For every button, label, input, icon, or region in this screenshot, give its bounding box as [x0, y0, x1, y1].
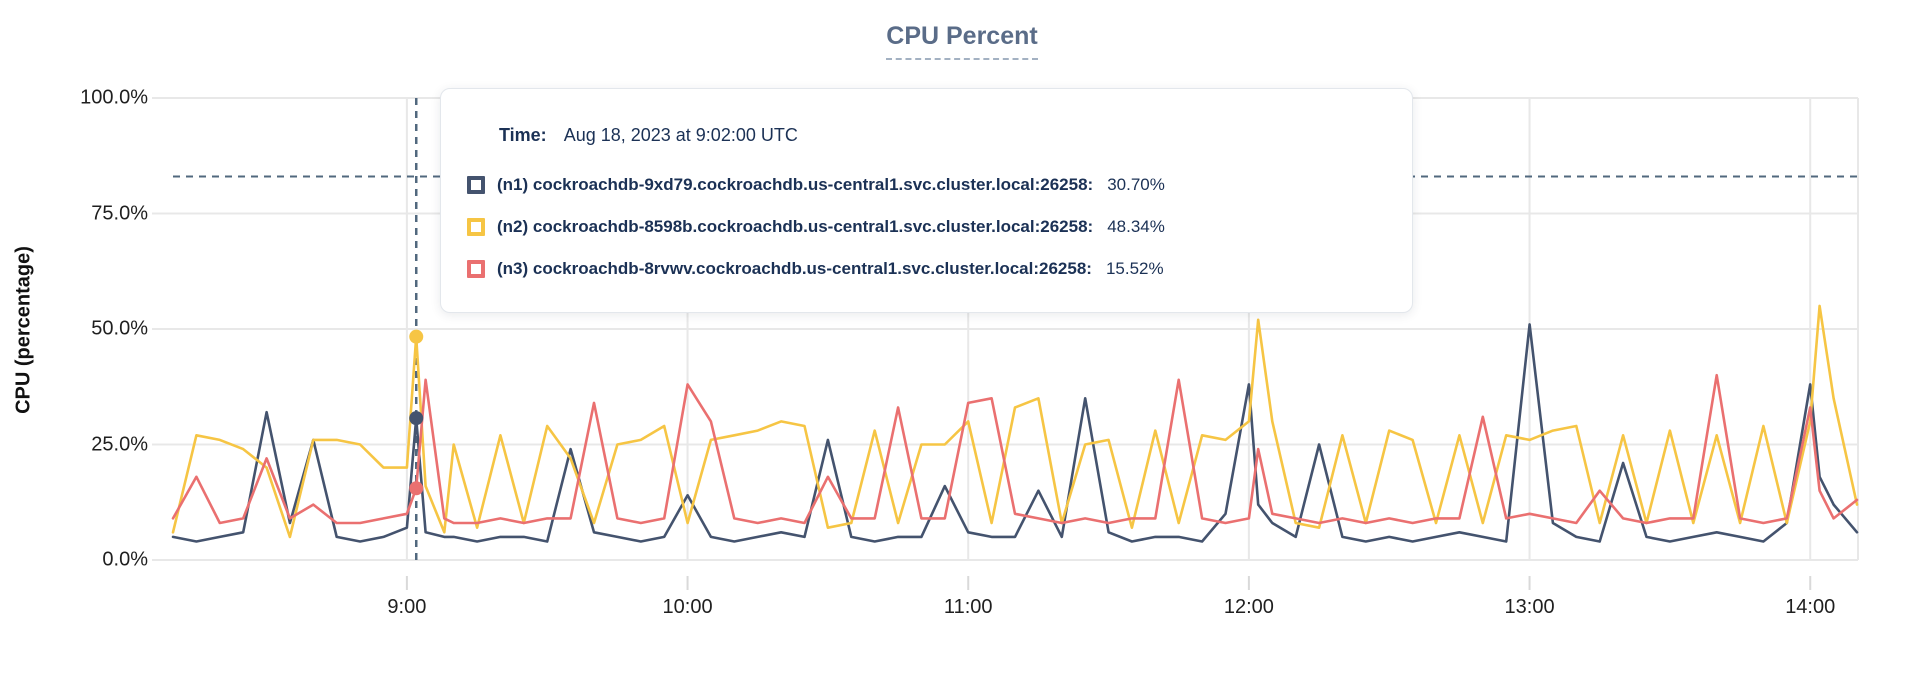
y-axis-tick-label: 0.0% — [102, 548, 148, 571]
tooltip-series-label-n1: (n1) cockroachdb-9xd79.cockroachdb.us-ce… — [497, 175, 1094, 194]
y-axis-tick-label: 75.0% — [91, 202, 148, 224]
chart-title-wrap: CPU Percent — [0, 22, 1924, 60]
x-axis-tick-label: 13:00 — [1504, 596, 1555, 618]
tooltip-time-value: Aug 18, 2023 at 9:02:00 UTC — [563, 125, 798, 145]
tooltip-time-row: Time: Aug 18, 2023 at 9:02:00 UTC — [499, 123, 1392, 147]
y-axis-title: CPU (percentage) — [12, 246, 35, 414]
series-color-swatch-n2 — [467, 218, 485, 236]
series-line-n1 — [171, 323, 1859, 543]
x-axis-tick-label: 9:00 — [387, 596, 427, 618]
series-line-n2 — [171, 304, 1859, 539]
cursor-dot-n2 — [409, 329, 424, 344]
tooltip-series-row-n1: (n1) cockroachdb-9xd79.cockroachdb.us-ce… — [467, 173, 1392, 197]
tooltip-series-row-n3: (n3) cockroachdb-8rvwv.cockroachdb.us-ce… — [467, 257, 1392, 281]
tooltip-time-label: Time: — [499, 125, 547, 145]
tooltip-series-value-n3: 15.52% — [1105, 259, 1164, 278]
y-axis-tick-label: 50.0% — [91, 317, 148, 340]
cursor-dot-n1 — [409, 411, 424, 426]
chart-title[interactable]: CPU Percent — [886, 22, 1038, 60]
series-color-swatch-n1 — [467, 176, 485, 194]
tooltip-series-label-n2: (n2) cockroachdb-8598b.cockroachdb.us-ce… — [497, 217, 1094, 236]
tooltip-series-value-n1: 30.70% — [1107, 175, 1165, 194]
x-axis-tick-label: 10:00 — [662, 596, 713, 618]
x-axis-tick-label: 14:00 — [1785, 596, 1836, 618]
y-axis-tick-label: 25.0% — [91, 433, 148, 455]
tooltip-series-value-n2: 48.34% — [1107, 217, 1165, 236]
series-line-n3 — [171, 373, 1859, 525]
y-axis-tick-label: 100.0% — [80, 86, 148, 109]
series-color-swatch-n3 — [467, 260, 485, 278]
tooltip-series-row-n2: (n2) cockroachdb-8598b.cockroachdb.us-ce… — [467, 215, 1392, 239]
chart-tooltip: Time: Aug 18, 2023 at 9:02:00 UTC (n1) co… — [440, 88, 1413, 313]
x-axis-tick-label: 12:00 — [1223, 596, 1274, 618]
tooltip-series-label-n3: (n3) cockroachdb-8rvwv.cockroachdb.us-ce… — [497, 259, 1092, 278]
cursor-dot-n3 — [409, 481, 424, 496]
x-axis-tick-label: 11:00 — [943, 596, 993, 618]
